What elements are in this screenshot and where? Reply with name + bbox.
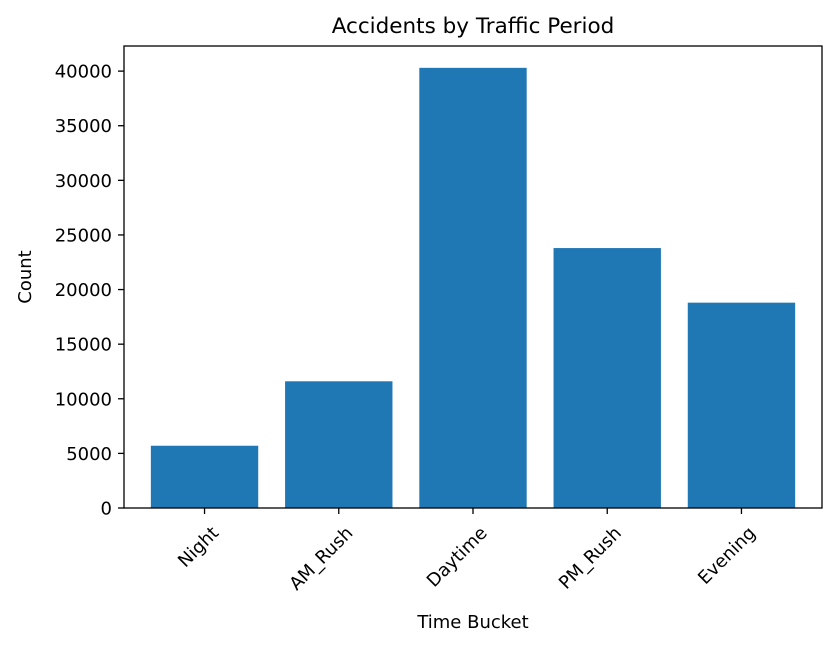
y-axis: 0 5000 10000 15000 20000 25000 30000 35000 40000 bbox=[55, 62, 124, 520]
x-axis-label: Time Bucket bbox=[416, 612, 528, 633]
y-tick-label: 25000 bbox=[55, 225, 112, 246]
bar-night bbox=[150, 445, 259, 508]
y-axis-label: Count bbox=[15, 250, 36, 303]
bar-pm-rush bbox=[553, 248, 661, 508]
y-tick-label: 5000 bbox=[66, 444, 112, 465]
y-tick-label: 35000 bbox=[55, 116, 112, 137]
chart-title: Accidents by Traffic Period bbox=[332, 14, 615, 39]
y-tick-label: 15000 bbox=[55, 335, 112, 356]
bar-daytime bbox=[419, 67, 527, 508]
bar-evening bbox=[687, 302, 796, 508]
y-tick-label: 10000 bbox=[55, 389, 112, 410]
bar-am-rush bbox=[285, 381, 393, 508]
y-tick-label: 0 bbox=[101, 499, 112, 520]
y-tick-label: 30000 bbox=[55, 171, 112, 192]
bars-layer bbox=[150, 67, 796, 508]
y-tick-label: 40000 bbox=[55, 62, 112, 83]
y-tick-label: 20000 bbox=[55, 280, 112, 301]
